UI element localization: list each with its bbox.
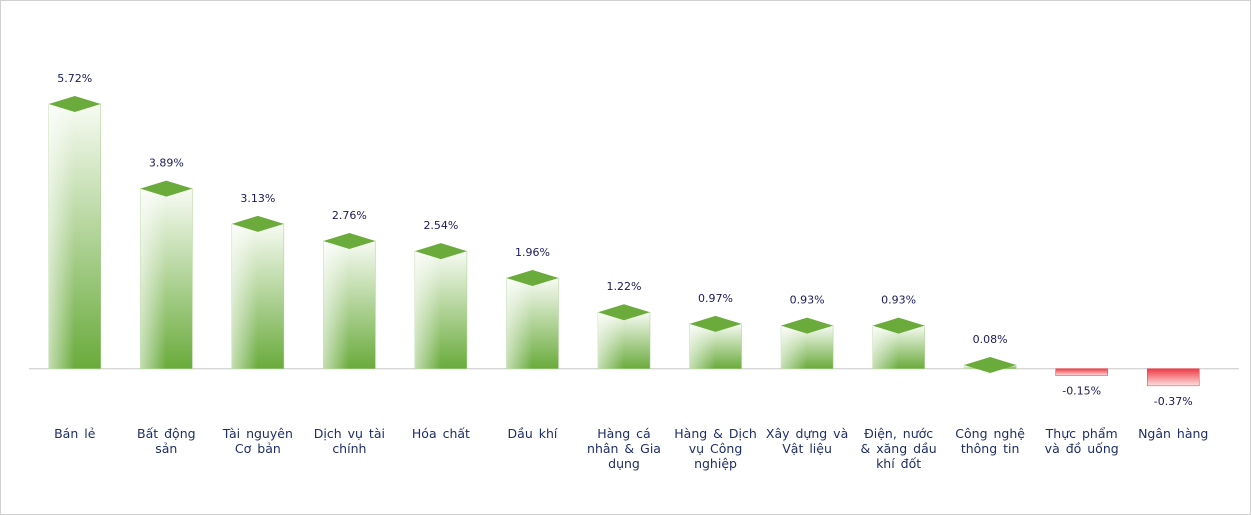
bar-group [414, 243, 468, 369]
bar-group [140, 180, 193, 369]
bar-highlight [231, 223, 258, 369]
x-tick-label: Dịch vụ tài chính [313, 426, 385, 456]
bar-top [140, 180, 193, 197]
bar-group [872, 317, 925, 369]
bar-top [414, 243, 467, 260]
bar-top [506, 269, 559, 286]
x-tick-label: Dầu khí [507, 426, 558, 441]
value-label: 0.08% [973, 333, 1008, 346]
x-tick-label: Tài nguyên Cơ bản [222, 426, 293, 456]
bar-group [1146, 368, 1200, 387]
bar-top [781, 317, 834, 334]
bar-group [506, 269, 559, 369]
value-label: 0.93% [790, 294, 825, 307]
bar-highlight [506, 277, 533, 369]
bar-top [48, 95, 101, 112]
bar-group [689, 315, 742, 369]
bar-group [1055, 368, 1108, 376]
x-tick-label: Bán lẻ [54, 426, 96, 441]
bar [1146, 368, 1200, 387]
value-label: 2.54% [423, 219, 458, 232]
bar-top [964, 357, 1017, 374]
value-label: -0.37% [1154, 395, 1193, 408]
x-tick-label: Xây dựng và Vật liệu [765, 426, 849, 456]
bar-top [231, 215, 284, 232]
bar-group [48, 95, 102, 369]
value-label: 2.76% [332, 209, 367, 222]
x-tick-label: Hàng cá nhân & Gia dụng [587, 426, 661, 471]
x-tick-label: Ngân hàng [1138, 426, 1209, 441]
bar-top [598, 304, 650, 321]
bar-group [780, 317, 834, 369]
bar-group [231, 215, 285, 369]
bar-highlight [781, 325, 808, 369]
bar-highlight [140, 188, 167, 369]
value-label: 1.22% [607, 280, 642, 293]
value-label: 3.89% [149, 157, 184, 170]
value-label: 5.72% [57, 72, 92, 85]
value-label: 3.13% [240, 192, 275, 205]
bar-highlight [414, 251, 441, 369]
value-label: -0.15% [1062, 385, 1101, 398]
bar [1055, 368, 1108, 376]
x-tick-label: Thực phẩm và đồ uống [1044, 426, 1119, 456]
bar-highlight [48, 103, 75, 369]
value-label: 1.96% [515, 246, 550, 259]
value-label: 0.93% [881, 294, 916, 307]
x-tick-label: Hàng & Dịch vụ Công nghiệp [674, 426, 757, 471]
bar-highlight [689, 323, 716, 369]
x-tick-label: Điện, nước & xăng dầu khí đốt [860, 426, 937, 471]
bar-top [323, 232, 376, 249]
bar-group [963, 357, 1017, 374]
bar-highlight [598, 312, 624, 369]
x-tick-label: Công nghệ thông tin [955, 426, 1025, 456]
x-tick-label: Hóa chất [411, 426, 470, 441]
bar-group [323, 232, 376, 369]
bar-top [689, 315, 742, 332]
x-tick-label: Bất động sản [137, 426, 196, 456]
bar-highlight [872, 325, 899, 369]
bar-highlight [323, 240, 350, 369]
bar-group [597, 304, 651, 369]
value-label: 0.97% [698, 292, 733, 305]
bar-top [872, 317, 925, 334]
